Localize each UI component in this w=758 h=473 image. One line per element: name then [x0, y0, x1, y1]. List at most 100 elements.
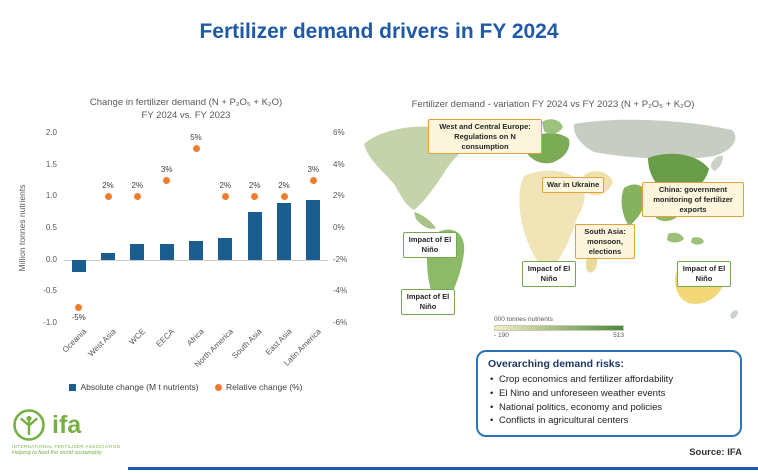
- bar-oceania: [71, 259, 86, 273]
- chart-legend: Absolute change (M t nutrients) Relative…: [24, 382, 348, 393]
- bar-south-asia: [247, 212, 262, 260]
- x-labels: Oceania West Asia WCE EECA Africa North Ameri…: [60, 327, 328, 385]
- ifa-logo-tagline: Helping to feed the world sustainably: [12, 450, 102, 456]
- risk-item: National politics, economy and policies: [488, 401, 730, 415]
- chart-plot: -5% 2% 2% 3% 5% 2% 2% 2% 3%: [64, 133, 328, 323]
- legend-item-bars: Absolute change (M t nutrients): [69, 382, 199, 392]
- continent-africa: [519, 170, 585, 272]
- risk-item: Conflicts in agricultural centers: [488, 414, 730, 428]
- region-indonesia-east: [691, 237, 704, 245]
- region-new-zealand: [730, 310, 738, 319]
- region-japan: [710, 155, 723, 171]
- right-axis-tick: -6%: [333, 318, 348, 327]
- left-axis: 2.0 1.5 1.0 0.5 0.0 -0.5 -1.0: [32, 128, 60, 327]
- point-label-eeca: 3%: [160, 165, 173, 174]
- world-map: West and Central Europe: Regulations on …: [356, 114, 750, 346]
- x-label-west-asia: West Asia: [85, 327, 118, 359]
- point-north-america: [221, 192, 229, 200]
- point-label-east-asia: 2%: [278, 180, 290, 190]
- bar-east-asia: [276, 202, 292, 260]
- ifa-logo-text: ifa: [52, 410, 82, 439]
- x-label-east-asia: East Asia: [263, 327, 294, 357]
- left-axis-tick: -1.0: [43, 318, 57, 327]
- x-label-south-asia: South Asia: [230, 327, 265, 361]
- chart-title-line2: FY 2024 vs. FY 2023: [141, 109, 231, 121]
- bar-west-asia: [100, 253, 116, 260]
- point-latin-america: [309, 177, 317, 184]
- right-axis-tick: 6%: [333, 128, 345, 137]
- legend-item-dots: Relative change (%): [214, 382, 303, 392]
- left-axis-tick: 0.0: [45, 254, 57, 264]
- map-color-legend: 000 tonnes nutrients - 190 513: [494, 316, 644, 339]
- risks-panel: Overarching demand risks: Crop economics…: [476, 350, 742, 437]
- bar-legend-swatch: [69, 383, 77, 391]
- point-label-oceania: -5%: [71, 313, 86, 323]
- map-legend-min: - 190: [494, 332, 509, 339]
- bar-latin-america: [306, 199, 321, 260]
- callout-europe: West and Central Europe: Regulations on …: [428, 119, 542, 155]
- chart-title: Change in fertilizer demand (N + P₂O₅ + …: [28, 97, 344, 123]
- right-axis: 6% 4% 2% 0% -2% -4% -6%: [331, 128, 357, 327]
- x-label-oceania: Oceania: [60, 327, 89, 355]
- left-axis-tick: 0.5: [45, 223, 57, 232]
- chart-title-line1: Change in fertilizer demand (N + P₂O₅ + …: [89, 97, 283, 108]
- point-west-asia: [104, 192, 112, 200]
- map-legend-range: - 190 513: [494, 332, 624, 339]
- point-label-latin-america: 3%: [307, 165, 320, 174]
- dot-legend-label: Relative change (%): [225, 382, 303, 392]
- callout-el-nino-south-america: Impact of El Niño: [401, 289, 455, 315]
- page-title: Fertilizer demand drivers in FY 2024: [199, 20, 559, 43]
- risk-item: El Nino and unforeseen weather events: [488, 387, 730, 401]
- zero-gridline: [64, 259, 328, 261]
- right-axis-tick: -4%: [333, 286, 348, 296]
- point-label-south-asia: 2%: [248, 180, 261, 190]
- y-axis-title: Million tonnes nutrients: [17, 184, 27, 272]
- point-label-africa: 5%: [190, 133, 202, 143]
- map-legend-max: 513: [613, 332, 624, 339]
- point-oceania: [75, 303, 83, 311]
- callout-china: China: government monitoring of fertiliz…: [642, 182, 744, 218]
- callout-el-nino-africa: Impact of El Niño: [522, 261, 576, 287]
- callout-el-nino-australia: Impact of El Niño: [677, 261, 731, 287]
- region-madagascar: [585, 255, 598, 273]
- x-label-africa: Africa: [184, 327, 206, 348]
- point-label-west-asia: 2%: [102, 180, 114, 190]
- ifa-logo-mark-icon: [13, 409, 45, 441]
- bar-africa: [188, 240, 204, 260]
- point-africa: [192, 145, 200, 153]
- ifa-logo: ifa INTERNATIONAL FERTILIZER ASSOCIATION…: [12, 408, 132, 456]
- map-legend-label: 000 tonnes nutrients: [494, 316, 553, 323]
- left-axis-tick: 2.0: [45, 128, 57, 137]
- dot-legend-swatch: [214, 383, 222, 391]
- bar-north-america: [218, 237, 233, 260]
- callout-ukraine: War in Ukraine: [542, 177, 605, 193]
- region-scandinavia: [542, 119, 563, 134]
- right-axis-tick: -2%: [333, 254, 348, 264]
- point-label-north-america: 2%: [219, 180, 232, 190]
- right-axis-tick: 0%: [333, 223, 345, 232]
- region-indonesia: [667, 232, 684, 243]
- point-east-asia: [280, 192, 288, 200]
- risk-item: Crop economics and fertilizer affordabil…: [488, 373, 730, 387]
- bar-eeca: [159, 243, 174, 260]
- region-central-america: [414, 212, 436, 229]
- point-eeca: [163, 177, 171, 184]
- left-axis-tick: -0.5: [43, 286, 57, 296]
- risks-title: Overarching demand risks:: [488, 358, 624, 370]
- callout-el-nino-north-america: Impact of El Niño: [403, 232, 457, 258]
- x-label-wce: WCE: [127, 327, 147, 347]
- ifa-logo-subtext: INTERNATIONAL FERTILIZER ASSOCIATION: [12, 444, 121, 449]
- footer-accent-line: [128, 467, 758, 470]
- ifa-logo-row: ifa: [12, 408, 132, 442]
- bar-legend-label: Absolute change (M t nutrients): [80, 382, 199, 392]
- left-axis-tick: 1.5: [45, 159, 57, 169]
- x-label-eeca: EECA: [154, 327, 177, 349]
- point-label-wce: 2%: [131, 180, 144, 190]
- point-wce: [133, 192, 141, 200]
- left-axis-tick: 1.0: [45, 191, 57, 201]
- right-axis-tick: 4%: [333, 159, 345, 169]
- source-note: Source: IFA: [689, 447, 742, 458]
- region-russia: [573, 119, 736, 159]
- callout-south-asia: South Asia: monsoon, elections: [575, 224, 635, 260]
